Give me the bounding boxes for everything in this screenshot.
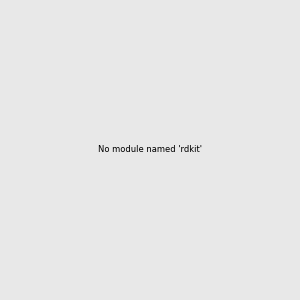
- Text: No module named 'rdkit': No module named 'rdkit': [98, 146, 202, 154]
